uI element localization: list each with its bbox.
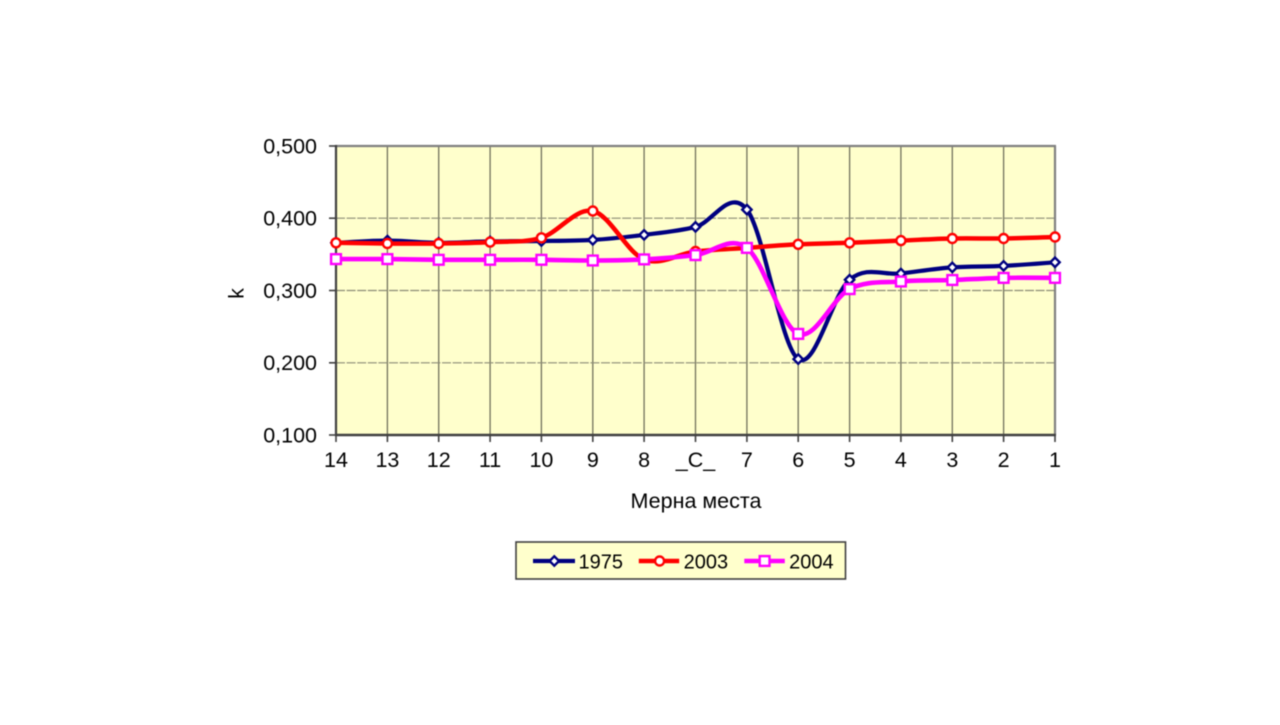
svg-text:3: 3: [946, 448, 958, 472]
svg-text:12: 12: [427, 448, 451, 472]
svg-text:0,500: 0,500: [263, 135, 317, 159]
svg-text:7: 7: [741, 448, 753, 472]
svg-text:Мерна места: Мерна места: [631, 489, 762, 513]
svg-text:13: 13: [375, 448, 399, 472]
svg-text:4: 4: [895, 448, 907, 472]
svg-text:k: k: [225, 288, 249, 299]
svg-text:9: 9: [587, 448, 599, 472]
svg-text:2004: 2004: [789, 552, 834, 574]
svg-text:_C_: _C_: [675, 448, 716, 472]
svg-text:14: 14: [324, 448, 348, 472]
svg-text:1: 1: [1049, 448, 1061, 472]
svg-text:0,300: 0,300: [263, 279, 317, 303]
svg-text:2003: 2003: [684, 552, 729, 574]
svg-text:11: 11: [479, 448, 501, 472]
svg-text:0,200: 0,200: [263, 351, 317, 375]
svg-text:0,100: 0,100: [263, 424, 317, 448]
svg-text:2: 2: [998, 448, 1010, 472]
svg-text:0,400: 0,400: [263, 207, 317, 231]
svg-text:5: 5: [844, 448, 856, 472]
svg-text:10: 10: [529, 448, 553, 472]
svg-text:8: 8: [638, 448, 650, 472]
svg-text:6: 6: [792, 448, 804, 472]
svg-text:1975: 1975: [579, 552, 624, 574]
